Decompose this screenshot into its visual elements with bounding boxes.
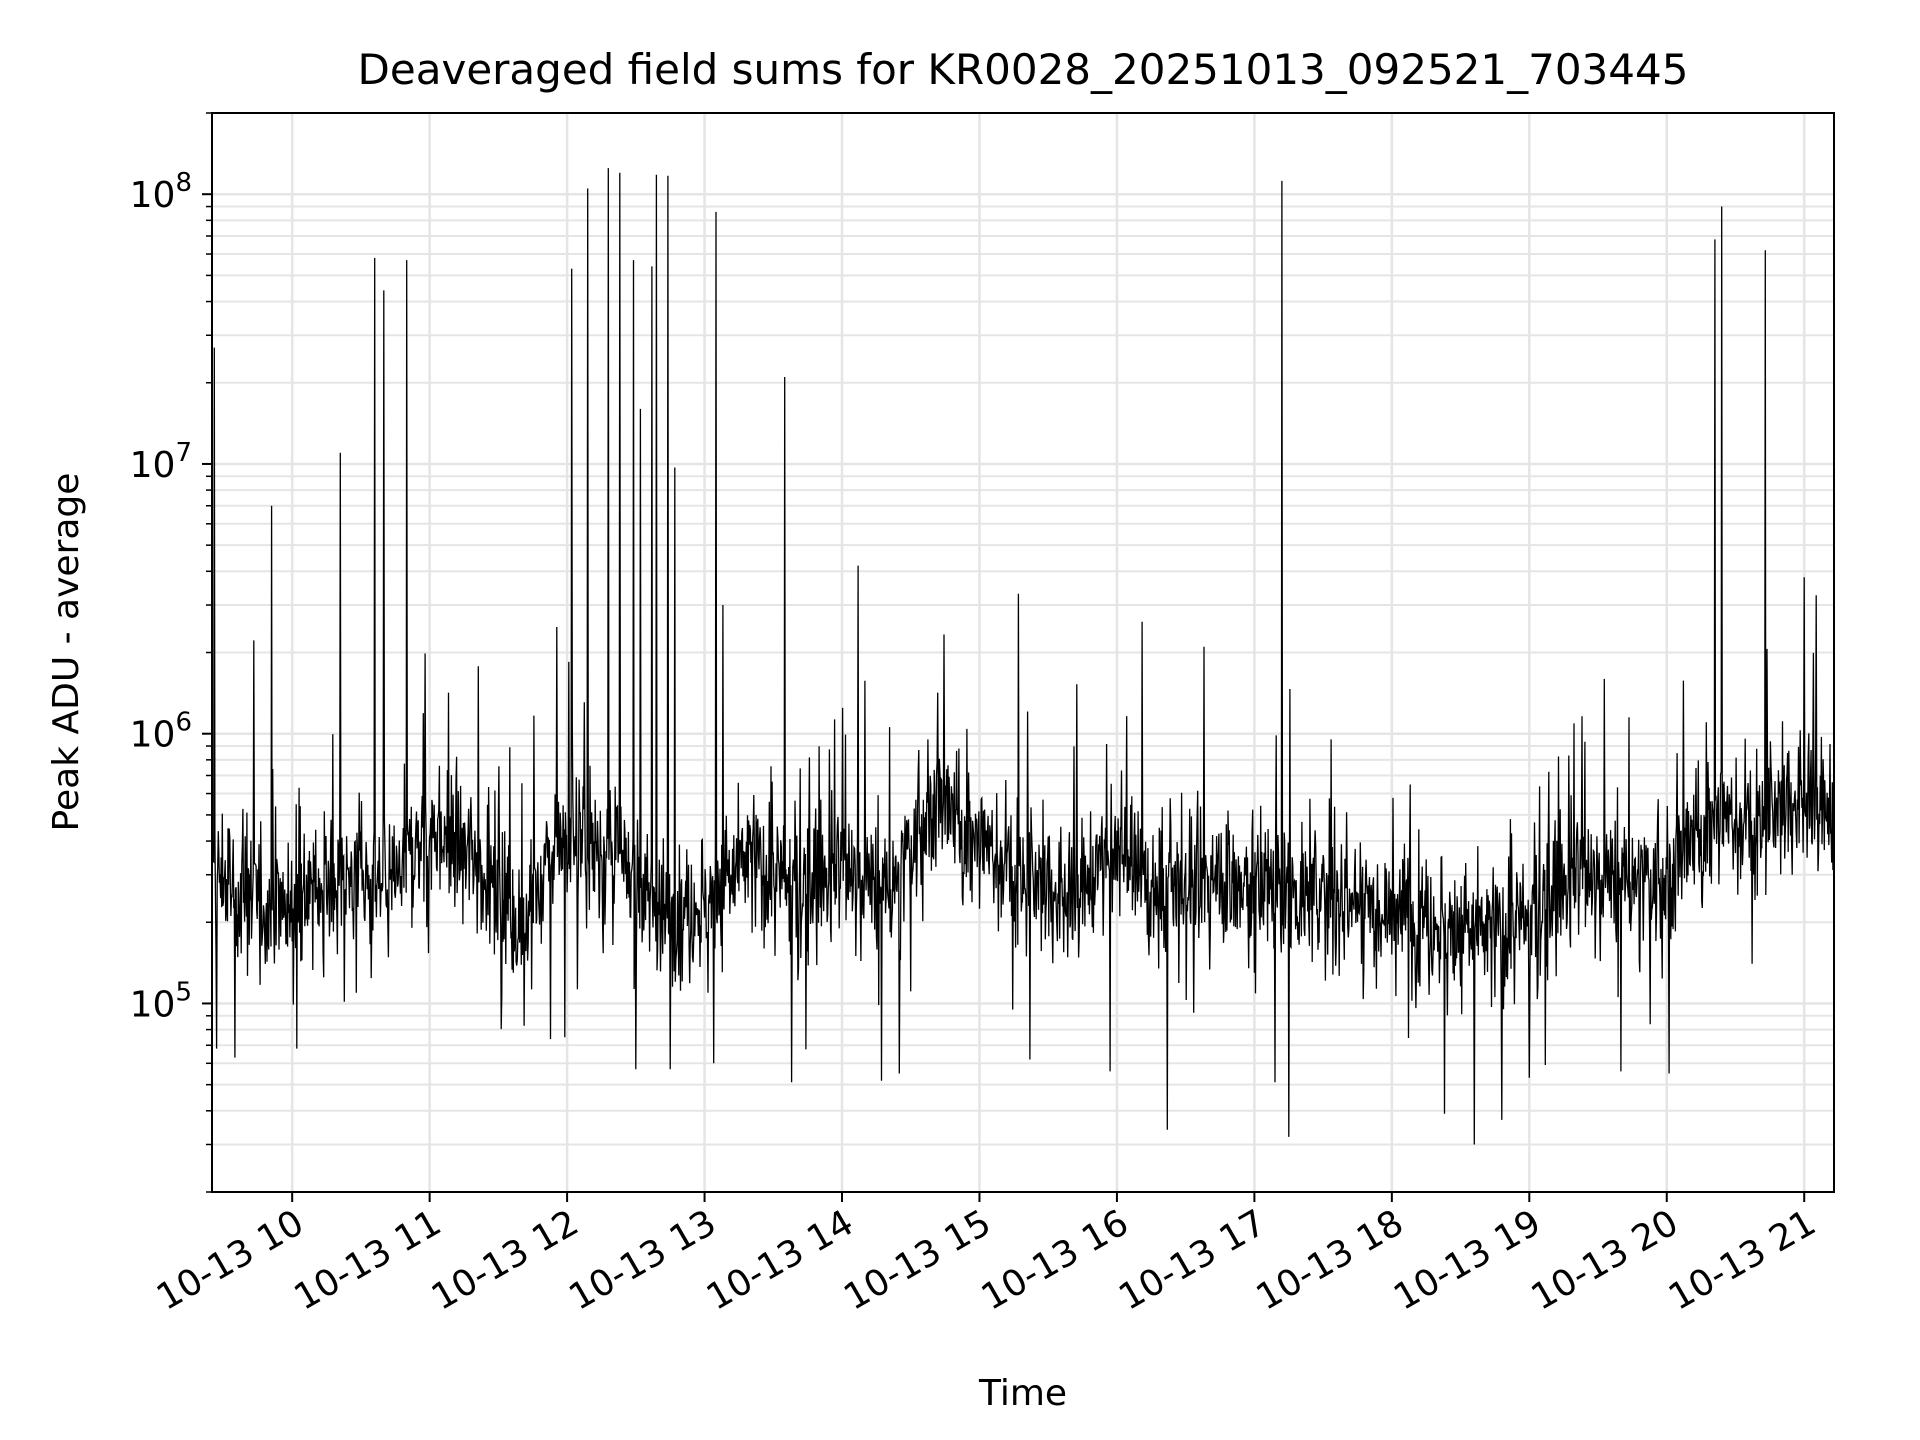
- y-tick-exponent: 8: [175, 168, 192, 198]
- y-tick-exponent: 5: [175, 977, 192, 1007]
- y-tick-exponent: 6: [175, 708, 192, 738]
- y-tick-exponent: 7: [175, 438, 192, 468]
- x-axis-label: Time: [978, 1373, 1067, 1414]
- plot-area: [211, 168, 1835, 1145]
- y-tick-label: 105: [130, 977, 192, 1025]
- y-tick-label: 106: [130, 708, 192, 756]
- y-tick-mantissa: 10: [130, 175, 176, 216]
- y-tick-mantissa: 10: [130, 715, 176, 756]
- y-tick-mantissa: 10: [130, 984, 176, 1025]
- y-tick-label: 108: [130, 168, 192, 216]
- minor-gridlines: [212, 112, 1834, 1193]
- y-tick-mantissa: 10: [130, 445, 176, 486]
- series-line: [211, 168, 1835, 1145]
- y-tick-label: 107: [130, 438, 192, 486]
- major-gridlines: [212, 113, 1834, 1192]
- y-axis-label: Peak ADU - average: [46, 473, 87, 832]
- chart-title: Deaveraged field sums for KR0028_2025101…: [358, 45, 1689, 94]
